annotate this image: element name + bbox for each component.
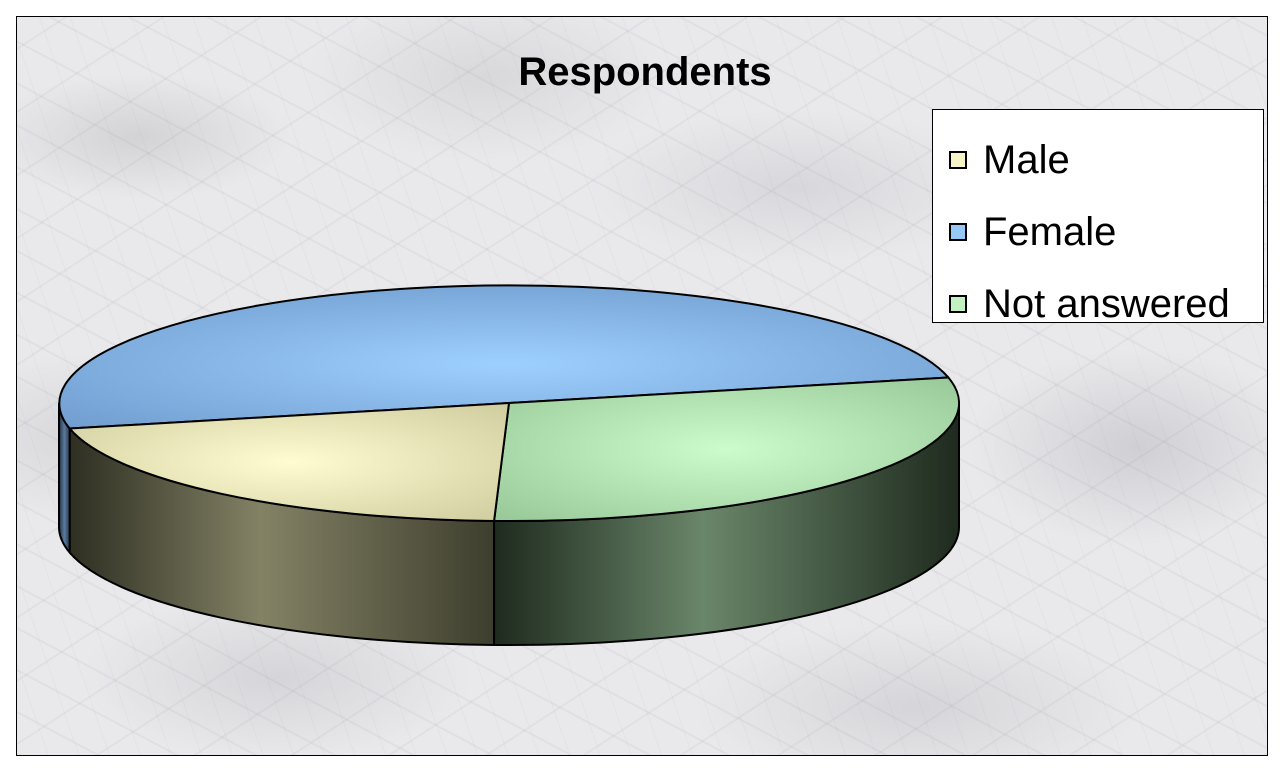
pie-chart: Respondents <box>58 50 960 647</box>
legend-label-male: Male <box>983 138 1070 182</box>
legend: Male Female Not answered <box>932 109 1264 324</box>
chart-area: Respondents Male Female Not answered <box>16 16 1268 756</box>
pie-tops <box>58 284 960 523</box>
pie-slice-not-answered <box>493 376 960 523</box>
legend-item-male: Male <box>933 124 1263 196</box>
pie-slice-female <box>58 284 950 430</box>
chart-title: Respondents <box>518 50 771 94</box>
legend-label-not-answered: Not answered <box>983 282 1230 326</box>
legend-label-female: Female <box>983 210 1117 254</box>
pie-slice-male <box>68 402 510 522</box>
legend-item-female: Female <box>933 196 1263 268</box>
legend-item-not-answered: Not answered <box>933 268 1263 340</box>
legend-swatch-male <box>949 151 967 169</box>
legend-swatch-not-answered <box>949 295 967 313</box>
pie-group <box>58 284 960 647</box>
legend-swatch-female <box>949 223 967 241</box>
